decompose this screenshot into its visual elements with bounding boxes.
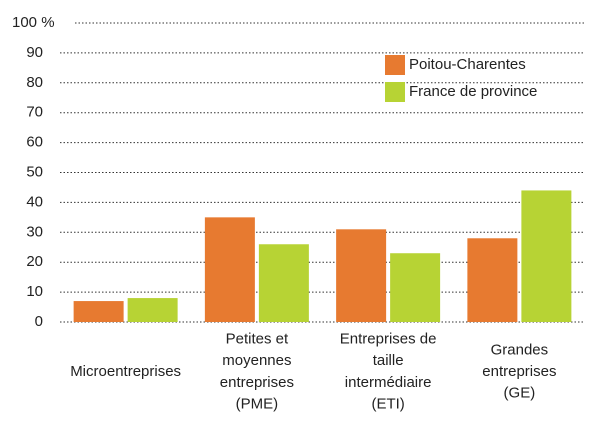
legend-swatch	[385, 82, 405, 102]
x-tick-label: (GE)	[504, 385, 536, 402]
x-tick-label: Petites et	[226, 330, 289, 347]
y-tick-label: 0	[35, 313, 43, 330]
y-tick-label: 70	[26, 104, 43, 121]
legend-label: France de province	[409, 83, 537, 100]
x-tick-label: Entreprises de	[340, 330, 437, 347]
bar	[390, 253, 441, 322]
y-tick-label: 100 %	[12, 14, 55, 31]
y-tick-label: 30	[26, 223, 43, 240]
x-tick-label: (PME)	[236, 396, 279, 413]
y-tick-label: 50	[26, 163, 43, 180]
x-tick-label: entreprises	[482, 363, 556, 380]
y-tick-label: 60	[26, 134, 43, 151]
x-tick-label: entreprises	[220, 374, 294, 391]
y-tick-label: 90	[26, 44, 43, 61]
bar	[467, 238, 518, 322]
bar	[204, 217, 255, 322]
x-tick-label: Microentreprises	[70, 363, 181, 380]
x-tick-label: Grandes	[491, 341, 549, 358]
y-tick-label: 20	[26, 253, 43, 270]
x-tick-label: moyennes	[222, 352, 291, 369]
x-tick-label: taille	[373, 352, 404, 369]
x-tick-label: (ETI)	[371, 396, 404, 413]
bar	[521, 190, 572, 322]
legend-label: Poitou-Charentes	[409, 56, 526, 73]
bar	[127, 298, 178, 322]
y-tick-label: 40	[26, 193, 43, 210]
legend-swatch	[385, 55, 405, 75]
bar	[258, 244, 309, 322]
y-tick-label: 10	[26, 283, 43, 300]
bar	[336, 229, 387, 322]
x-tick-label: intermédiaire	[345, 374, 432, 391]
y-tick-label: 80	[26, 74, 43, 91]
bar	[73, 301, 124, 322]
